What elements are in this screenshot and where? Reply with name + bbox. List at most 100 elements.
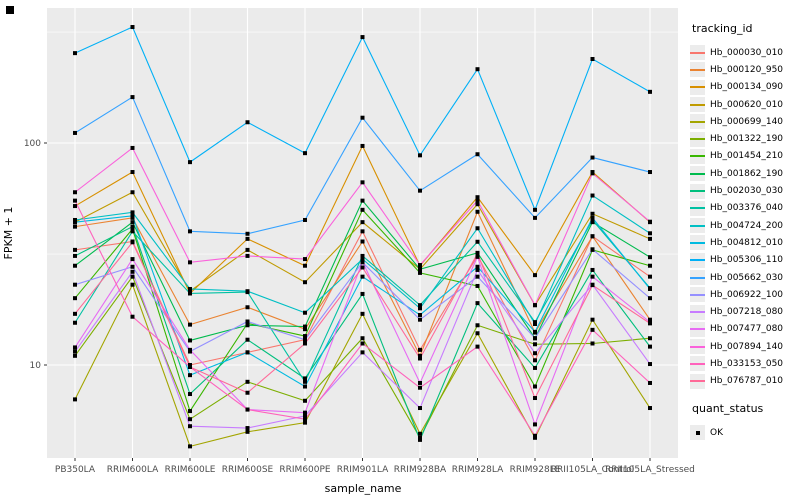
legend-key-icon — [690, 235, 705, 251]
data-point — [475, 209, 480, 214]
data-point — [533, 396, 537, 401]
data-point — [648, 255, 652, 260]
x-tick-label: RRII105LA_Stressed — [605, 465, 695, 475]
data-point — [188, 364, 192, 369]
data-point — [418, 347, 422, 352]
data-point — [533, 365, 537, 370]
x-tick-label: RRIM901LA — [337, 465, 389, 475]
legend-key-icon — [690, 218, 705, 234]
data-point — [188, 373, 192, 378]
data-point — [418, 385, 422, 390]
data-point — [533, 358, 537, 363]
data-point — [130, 269, 135, 274]
legend-items: Hb_000030_010 Hb_000120_950 Hb_000134_090 H… — [690, 44, 798, 390]
data-point — [648, 219, 652, 224]
data-point — [475, 198, 480, 203]
data-point — [418, 435, 422, 440]
data-point — [130, 145, 135, 150]
data-point — [475, 264, 480, 269]
data-point — [360, 341, 365, 346]
data-point — [303, 420, 307, 425]
data-point — [303, 376, 307, 381]
legend-item-Hb_001322_190: Hb_001322_190 — [690, 130, 798, 147]
data-point — [360, 207, 365, 212]
data-point — [648, 321, 652, 326]
data-point — [648, 89, 652, 94]
legend-item-label: Hb_007218_080 — [710, 307, 784, 318]
data-point — [303, 327, 307, 332]
legend-item-Hb_006922_100: Hb_006922_100 — [690, 286, 798, 303]
y-axis-title: FPKM + 1 — [2, 206, 15, 260]
data-point — [303, 324, 307, 329]
data-point — [533, 321, 537, 326]
data-point — [303, 417, 307, 422]
legend-item-label: Hb_007894_140 — [710, 341, 784, 352]
x-tick-label: PB350LA — [55, 465, 96, 475]
data-point — [590, 220, 595, 225]
legend-key-icon — [690, 270, 705, 285]
legend-item-label: Hb_003376_040 — [710, 203, 784, 214]
data-point — [188, 424, 192, 429]
data-point — [533, 215, 537, 220]
legend-item-label: Hb_000134_090 — [710, 82, 784, 93]
legend-item-Hb_003376_040: Hb_003376_040 — [690, 200, 798, 217]
data-point — [360, 265, 365, 270]
data-point — [418, 406, 422, 411]
legend-item-label: Hb_000030_010 — [710, 47, 784, 58]
data-point — [475, 251, 480, 256]
legend-item-Hb_007894_140: Hb_007894_140 — [690, 338, 798, 355]
legend-key-icon — [690, 62, 705, 78]
data-point — [648, 380, 652, 385]
data-point — [73, 253, 77, 258]
data-point — [590, 267, 595, 272]
data-point — [360, 311, 365, 316]
data-point — [245, 319, 250, 324]
data-point — [360, 180, 365, 185]
data-point — [360, 259, 365, 264]
data-point — [590, 215, 595, 220]
data-point — [418, 431, 422, 436]
legend-key-icon — [690, 166, 705, 182]
legend-key-icon — [690, 356, 705, 372]
legend-item-Hb_076787_010: Hb_076787_010 — [690, 373, 798, 390]
data-point — [648, 336, 652, 341]
data-point — [590, 317, 595, 322]
legend-item-label: Hb_002030_030 — [710, 186, 784, 197]
data-point — [188, 289, 192, 294]
data-point — [533, 336, 537, 341]
legend-item-label: Hb_033153_050 — [710, 358, 784, 369]
legend-key-icon — [690, 148, 705, 164]
data-point — [73, 190, 77, 195]
data-point — [590, 56, 595, 61]
legend-item-Hb_000134_090: Hb_000134_090 — [690, 79, 798, 96]
data-point — [188, 322, 192, 327]
data-point — [73, 353, 77, 358]
cursor-artifact — [6, 6, 14, 14]
legend-item-Hb_007477_080: Hb_007477_080 — [690, 321, 798, 338]
x-tick-label: RRIM600LA — [107, 465, 159, 475]
x-tick-label: RRIM928LE — [510, 465, 561, 475]
x-tick-label: RRIM600LE — [165, 465, 216, 475]
data-point — [130, 274, 135, 279]
data-point — [245, 120, 250, 125]
data-point — [303, 310, 307, 315]
data-point — [475, 323, 480, 328]
data-point — [303, 263, 307, 268]
data-point — [360, 220, 365, 225]
data-point — [360, 239, 365, 244]
data-point — [360, 253, 365, 258]
data-point — [73, 397, 77, 402]
data-point — [245, 231, 250, 236]
data-point — [73, 130, 77, 135]
legend-item-Hb_005306_110: Hb_005306_110 — [690, 252, 798, 269]
legend-key-icon — [690, 200, 705, 216]
data-point — [590, 327, 595, 332]
data-point — [245, 350, 250, 355]
data-point — [73, 282, 77, 287]
legend-item-label: Hb_006922_100 — [710, 289, 784, 300]
quant-status-key-icon — [690, 425, 705, 441]
legend-item-label: Hb_004724_200 — [710, 220, 784, 231]
legend-item-Hb_004724_200: Hb_004724_200 — [690, 217, 798, 234]
legend-item-Hb_002030_030: Hb_002030_030 — [690, 182, 798, 199]
